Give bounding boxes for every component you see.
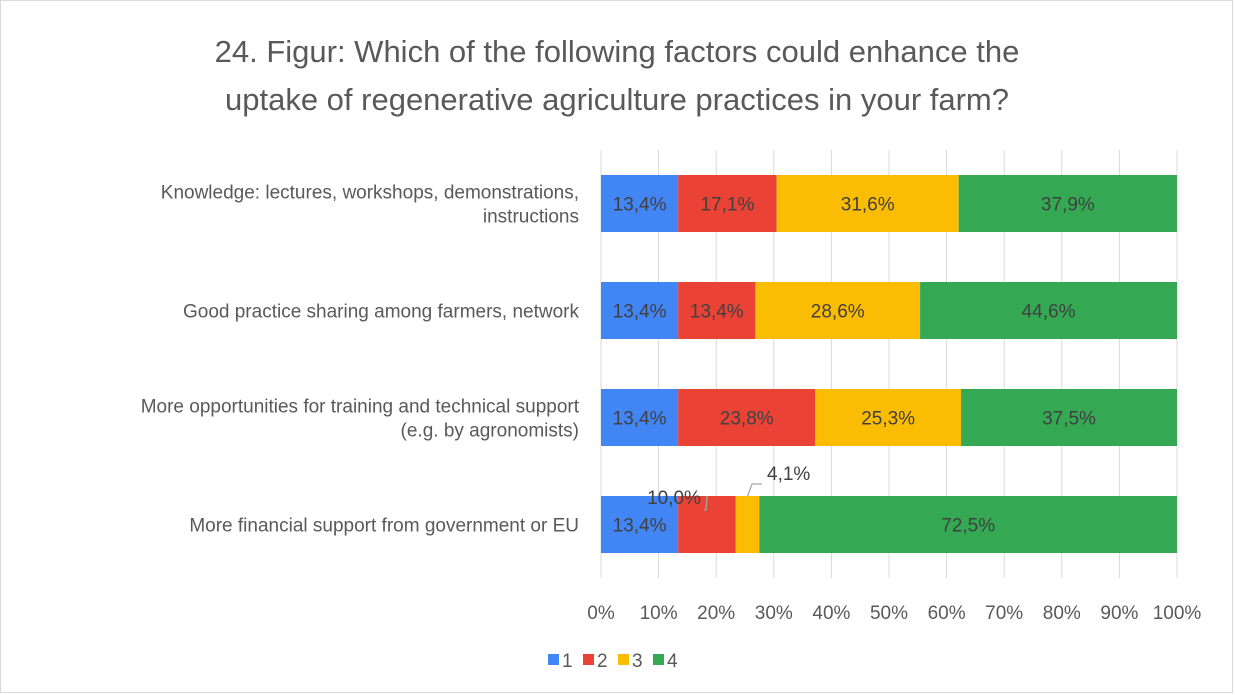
category-labels: Knowledge: lectures, workshops, demonstr… (141, 183, 580, 537)
bar-segment-series-2 (678, 175, 777, 232)
data-label: 17,1% (700, 195, 754, 216)
bar-segment-series-4 (958, 175, 1177, 232)
bar-segment-series-1 (601, 282, 679, 339)
data-label: 31,6% (841, 195, 895, 216)
legend-label-2: 2 (597, 651, 608, 672)
data-label: 44,6% (1022, 302, 1076, 323)
bar-segment-series-3 (776, 175, 959, 232)
legend: 1 2 3 4 (548, 651, 678, 672)
data-label: 13,4% (613, 195, 667, 216)
bars: 13,4% 17,1% 31,6% 37,9% 13,4% 13,4% 28,6% 44,6%… (601, 175, 1177, 553)
legend-swatch-2 (583, 654, 594, 665)
x-tick-label: 0% (587, 603, 615, 624)
category-label: More opportunities for training and tech… (141, 397, 580, 418)
category-label: Good practice sharing among farmers, net… (183, 302, 580, 323)
data-label: 37,9% (1041, 195, 1095, 216)
bar-segment-series-4 (759, 496, 1177, 553)
data-label: 23,8% (720, 409, 774, 430)
bar-segment-series-2 (678, 389, 816, 446)
legend-swatch-3 (618, 654, 629, 665)
data-label: 13,4% (613, 409, 667, 430)
data-label: 37,5% (1042, 409, 1096, 430)
chart-title-line: uptake of regenerative agriculture pract… (225, 82, 1009, 117)
bar-segment-series-3 (755, 282, 921, 339)
legend-swatch-4 (653, 654, 664, 665)
data-label: 25,3% (861, 409, 915, 430)
category-label: Knowledge: lectures, workshops, demonstr… (161, 183, 579, 204)
bar-segment-series-1 (601, 389, 679, 446)
x-tick-label: 80% (1043, 603, 1081, 624)
x-tick-label: 70% (985, 603, 1023, 624)
x-tick-label: 10% (640, 603, 678, 624)
bar-segment-series-2 (678, 282, 756, 339)
chart-title-line: 24. Figur: Which of the following factor… (215, 34, 1020, 69)
legend-label-3: 3 (632, 651, 643, 672)
legend-label-1: 1 (562, 651, 573, 672)
bar-segment-series-3 (815, 389, 961, 446)
category-label: instructions (483, 207, 579, 228)
category-label: More financial support from government o… (189, 516, 579, 537)
x-axis-tick-labels: 0% 10% 20% 30% 40% 50% 60% 70% 80% 90% 100% (587, 603, 1201, 624)
data-label: 13,4% (690, 302, 744, 323)
x-tick-label: 50% (870, 603, 908, 624)
data-label: 72,5% (941, 516, 995, 537)
legend-swatch-1 (548, 654, 559, 665)
x-tick-label: 40% (812, 603, 850, 624)
x-tick-label: 100% (1153, 603, 1202, 624)
callout-leader-line (746, 483, 762, 497)
x-tick-label: 60% (928, 603, 966, 624)
callout-leader-line (704, 495, 708, 511)
data-label: 13,4% (613, 516, 667, 537)
x-tick-label: 30% (755, 603, 793, 624)
bar-segment-series-4 (920, 282, 1177, 339)
data-label-callout: 4,1% (767, 464, 810, 485)
data-label: 28,6% (811, 302, 865, 323)
data-label-callout: 10,0% (647, 488, 701, 509)
category-label: (e.g. by agronomists) (401, 421, 579, 442)
bar-segment-series-3 (735, 496, 760, 553)
bar-segment-series-1 (601, 496, 679, 553)
x-tick-label: 20% (697, 603, 735, 624)
bar-segment-series-1 (601, 175, 679, 232)
chart-title: 24. Figur: Which of the following factor… (215, 34, 1020, 117)
legend-label-4: 4 (667, 651, 678, 672)
x-tick-label: 90% (1100, 603, 1138, 624)
data-label: 13,4% (613, 302, 667, 323)
bar-segment-series-2 (678, 496, 736, 553)
bar-segment-series-4 (961, 389, 1177, 446)
